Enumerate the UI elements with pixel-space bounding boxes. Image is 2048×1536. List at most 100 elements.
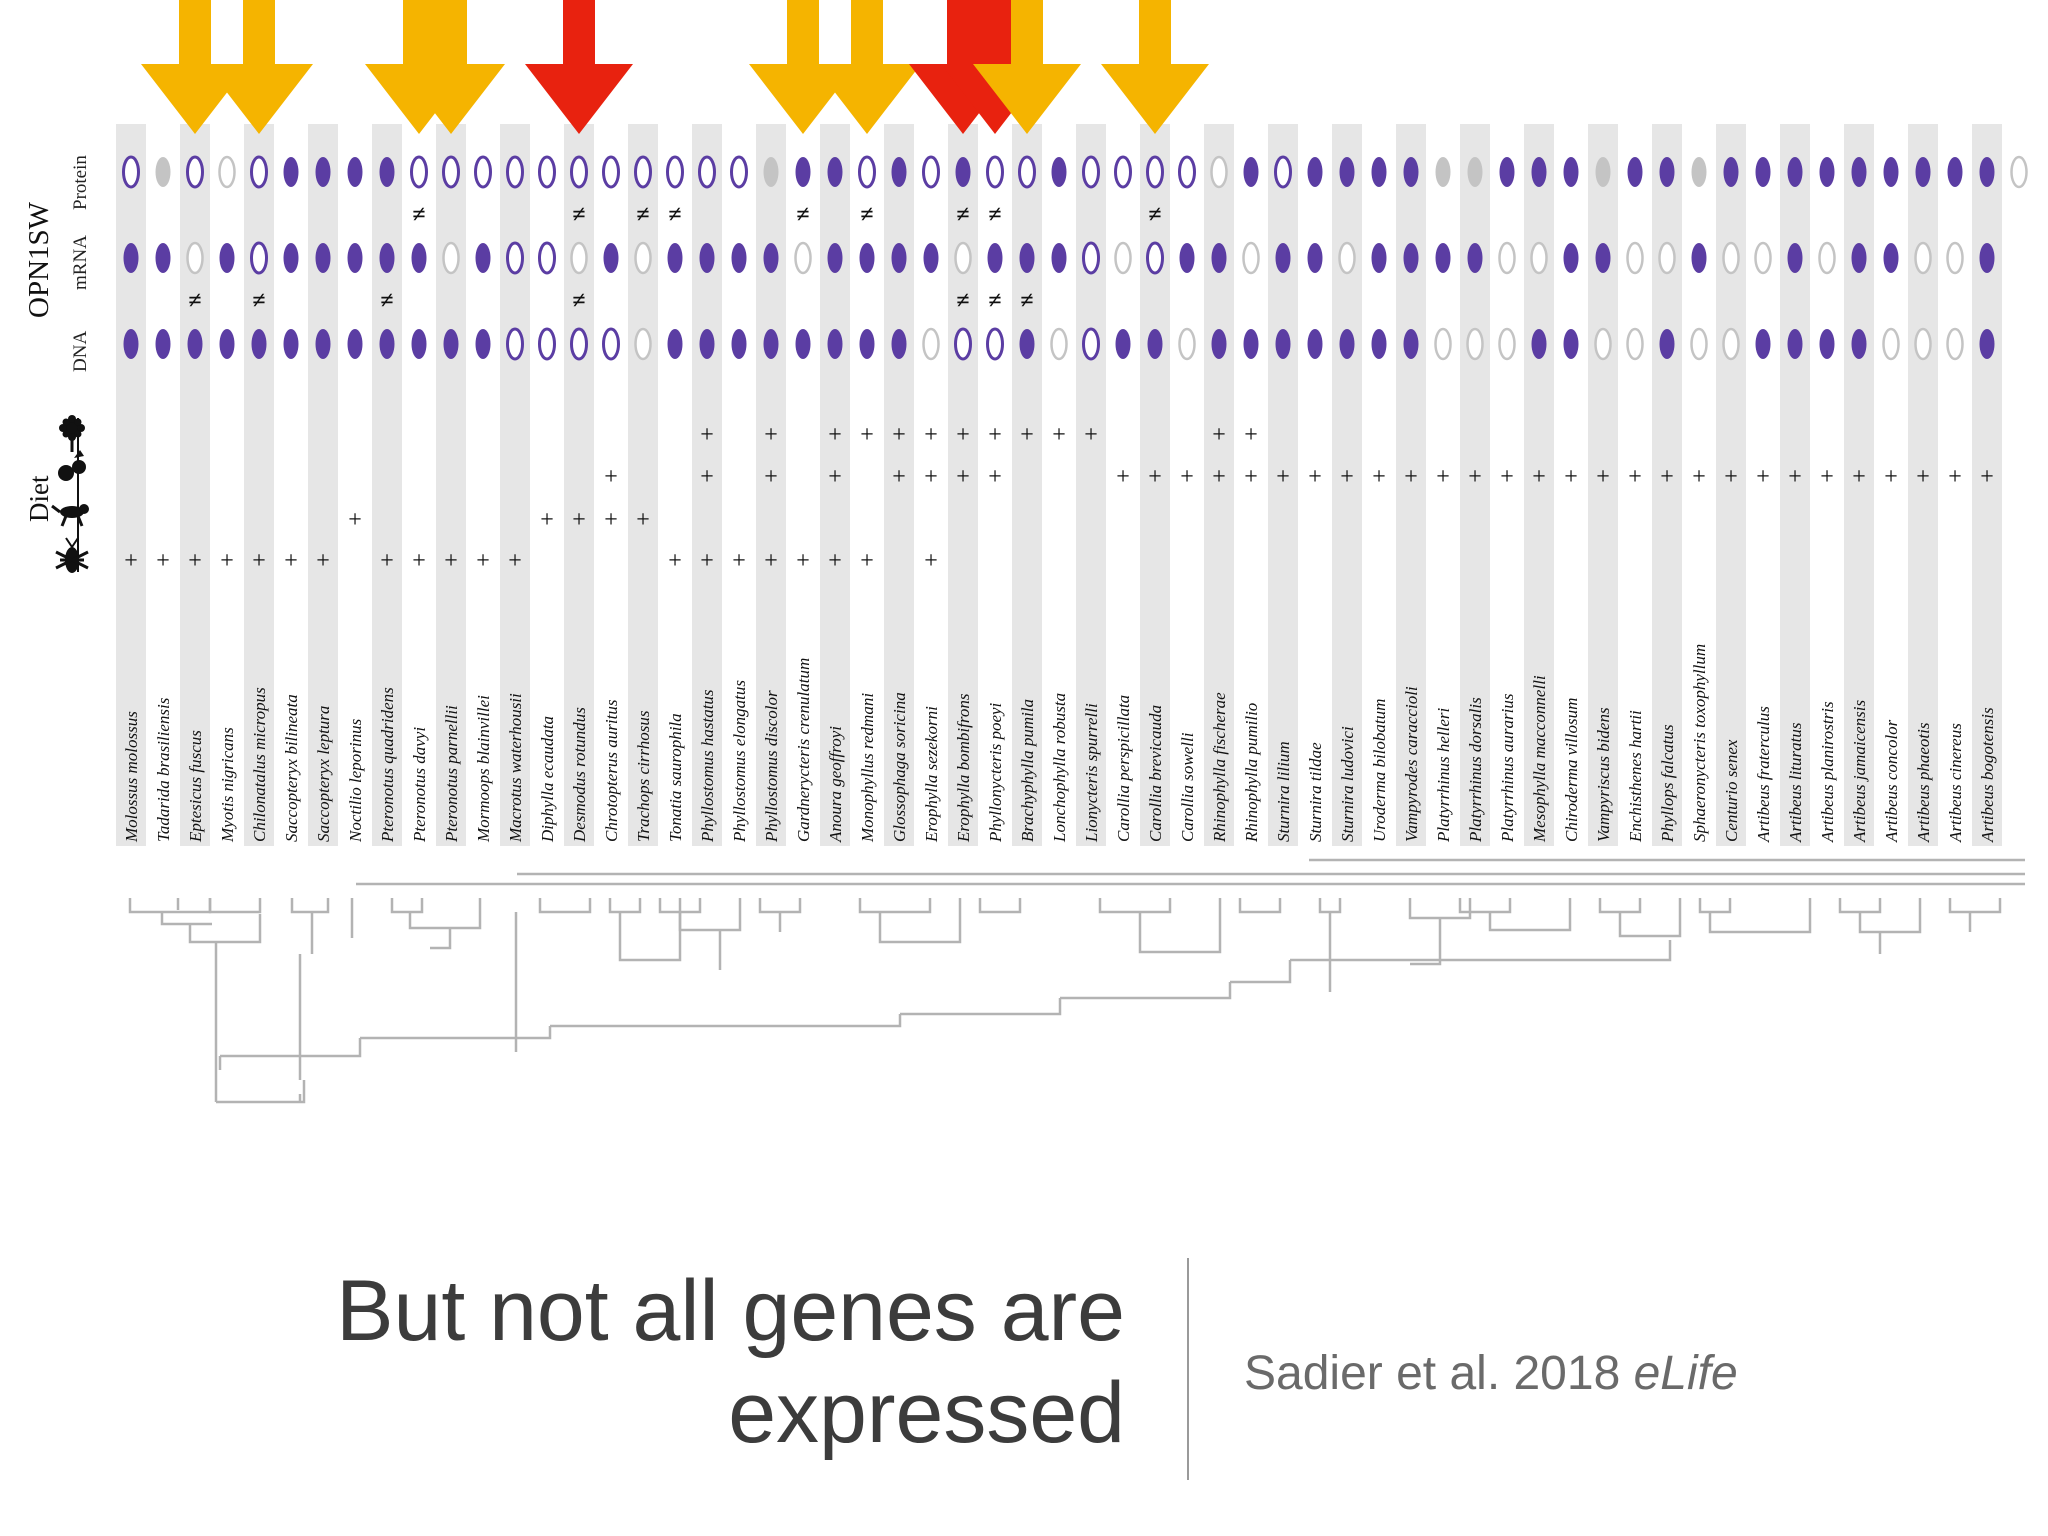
- species-label: Lionycteris spurrelli: [1082, 703, 1101, 843]
- species-label: Artibeus fraterculus: [1754, 706, 1773, 843]
- not-equal-mark: ≠: [956, 288, 969, 314]
- species-label: Noctilio leporinus: [346, 718, 365, 843]
- dna-dot: [1594, 327, 1612, 361]
- species-label: Trachops cirrhosus: [634, 710, 653, 842]
- mrna-dot: [634, 241, 652, 275]
- species-label: Platyrrhinus aurarius: [1498, 693, 1517, 843]
- nectar-plus: +: [764, 422, 778, 448]
- mrna-dot: [891, 243, 907, 273]
- protein-dot: [442, 155, 460, 189]
- not-equal-mark: ≠: [636, 202, 649, 228]
- species-label: Vampyrodes caraccioli: [1402, 686, 1421, 842]
- protein-dot: [1403, 157, 1419, 187]
- mrna-dot: [1722, 241, 1740, 275]
- insects-plus: +: [796, 548, 810, 574]
- protein-dot: [1691, 157, 1707, 187]
- species-label: Phyllonycteris poeyi: [986, 702, 1005, 843]
- fruit-plus: +: [1884, 464, 1898, 490]
- nectar-plus: +: [892, 422, 906, 448]
- mrna-dot: [379, 243, 395, 273]
- protein-dot: [858, 155, 876, 189]
- citation-journal: eLife: [1633, 1347, 1738, 1400]
- mrna-dot: [1114, 241, 1132, 275]
- protein-dot: [2010, 155, 2028, 189]
- dna-dot: [1019, 329, 1035, 359]
- species-label: Artibeus lituratus: [1786, 722, 1805, 843]
- dna-dot: [251, 329, 267, 359]
- not-equal-mark: ≠: [572, 288, 585, 314]
- row-label-dna: DNA: [70, 331, 91, 372]
- highlight-arrow: [973, 0, 1081, 134]
- citation: Sadier et al. 2018 eLife: [1244, 1346, 1738, 1401]
- species-label: Diphylla ecaudata: [538, 716, 557, 843]
- fruit-plus: +: [1948, 464, 1962, 490]
- protein-dot: [1146, 155, 1164, 189]
- protein-dot: [1595, 157, 1611, 187]
- insects-plus: +: [252, 548, 266, 574]
- insects-plus: +: [700, 548, 714, 574]
- fruit-plus: +: [1276, 464, 1290, 490]
- species-label: Gardnerycteris crenulatum: [794, 658, 813, 842]
- fruit-plus: +: [828, 464, 842, 490]
- species-label: Rhinophylla pumilio: [1242, 703, 1261, 843]
- fruit-plus: +: [1980, 464, 1994, 490]
- protein-dot: [1114, 155, 1132, 189]
- dna-dot: [1882, 327, 1900, 361]
- dna-dot: [986, 327, 1004, 361]
- protein-dot: [1243, 157, 1259, 187]
- row-label-mrna: mRNA: [70, 235, 91, 290]
- protein-dot: [1210, 155, 1228, 189]
- fruit-plus: +: [1148, 464, 1162, 490]
- protein-dot: [1051, 157, 1067, 187]
- species-label: Lonchophylla robusta: [1050, 693, 1069, 843]
- species-label: Artibeus cinereus: [1946, 723, 1965, 843]
- slide-title-line-1: But not all genes are: [336, 1263, 1125, 1359]
- mrna-dot: [1979, 243, 1995, 273]
- not-equal-mark: ≠: [380, 288, 393, 314]
- species-label: Centurio senex: [1722, 739, 1741, 842]
- mrna-dot: [794, 241, 812, 275]
- protein-dot: [891, 157, 907, 187]
- mrna-dot: [1914, 241, 1932, 275]
- dna-dot: [667, 329, 683, 359]
- mrna-dot: [538, 241, 556, 275]
- mrna-dot: [1082, 241, 1100, 275]
- mrna-dot: [1946, 241, 1964, 275]
- highlight-arrow: [525, 0, 633, 134]
- mrna-dot: [1179, 243, 1195, 273]
- nectar-plus: +: [828, 422, 842, 448]
- fruit-plus: +: [1564, 464, 1578, 490]
- species-label: Chrotopterus auritus: [602, 699, 621, 842]
- insects-plus: +: [732, 548, 746, 574]
- mrna-dot: [123, 243, 139, 273]
- protein-dot: [155, 157, 171, 187]
- dna-dot: [859, 329, 875, 359]
- not-equal-mark: ≠: [572, 202, 585, 228]
- not-equal-mark: ≠: [188, 288, 201, 314]
- mrna-dot: [315, 243, 331, 273]
- protein-dot: [922, 155, 940, 189]
- mrna-dot: [763, 243, 779, 273]
- not-equal-mark: ≠: [1148, 202, 1161, 228]
- dna-dot: [1851, 329, 1867, 359]
- mrna-dot: [1595, 243, 1611, 273]
- protein-dot: [698, 155, 716, 189]
- protein-dot: [1819, 157, 1835, 187]
- dna-dot: [1243, 329, 1259, 359]
- dna-dot: [443, 329, 459, 359]
- row-labels: OPN1SW Protein mRNA DNA Diet: [23, 155, 91, 572]
- insects-plus: +: [284, 548, 298, 574]
- dna-dot: [315, 329, 331, 359]
- dna-dot: [1755, 329, 1771, 359]
- dna-dot: [1115, 329, 1131, 359]
- flower-icon: [59, 415, 85, 452]
- insects-plus: +: [124, 548, 138, 574]
- insects-plus: +: [156, 548, 170, 574]
- mrna-dot: [859, 243, 875, 273]
- dna-dot: [1979, 329, 1995, 359]
- nectar-plus: +: [860, 422, 874, 448]
- vertical-divider: [1187, 1258, 1189, 1480]
- highlight-arrow: [141, 0, 249, 134]
- fruit-plus: +: [892, 464, 906, 490]
- species-label: Erophylla sezekorni: [922, 706, 941, 843]
